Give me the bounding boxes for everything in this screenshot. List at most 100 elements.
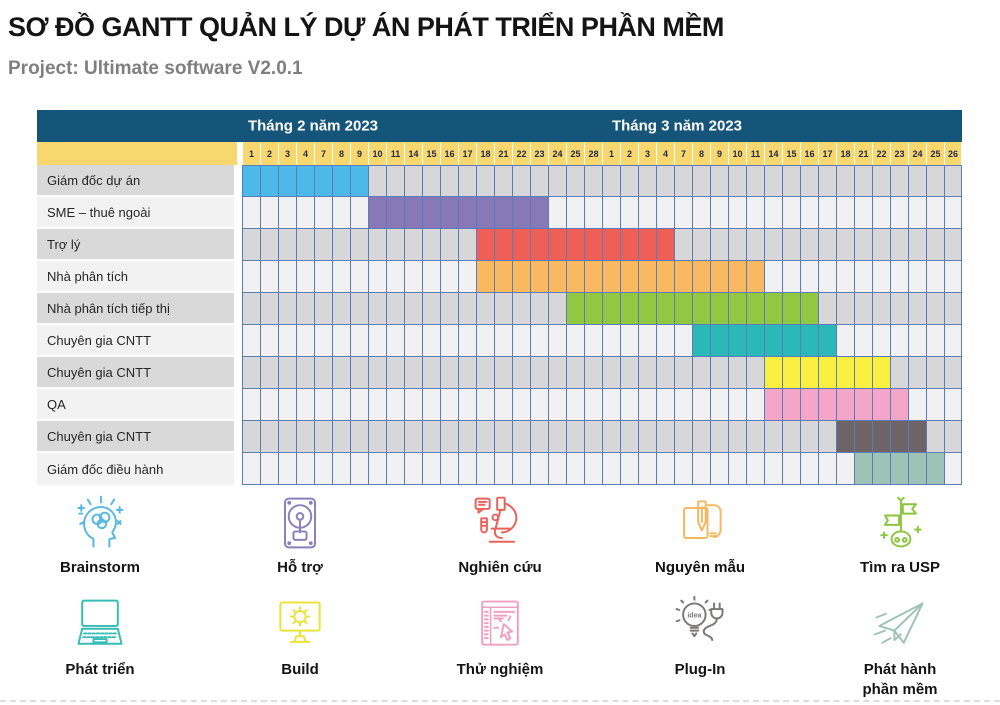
date-cell: 23 [890,142,908,165]
plugin-icon: idea [669,594,731,656]
date-cell: 2 [620,142,638,165]
date-cell: 4 [296,142,314,165]
task-bar [836,421,926,452]
legend-item-harddrive: Hỗ trợ [200,492,400,578]
date-cell: 4 [656,142,674,165]
date-cell: 26 [944,142,962,165]
date-cell: 14 [764,142,782,165]
task-label: Chuyên gia CNTT [37,421,234,453]
build-icon [269,594,331,656]
task-bar [854,453,944,484]
microscope-icon [469,492,531,554]
legend-row-1: Brainstorm Hỗ trợ Nghiên cứu Nguyên mẫu … [0,492,1000,578]
legend-item-label: Brainstorm [59,559,141,576]
task-timeline [242,197,962,229]
launch-icon [869,594,931,656]
label-grid-gap [234,229,242,261]
brainstorm-icon [69,492,131,554]
month-label-feb: Tháng 2 năm 2023 [247,117,379,135]
date-cell: 25 [566,142,584,165]
task-label: Chuyên gia CNTT [37,357,234,389]
date-cell: 17 [818,142,836,165]
date-row-spacer [37,142,237,165]
task-timeline [242,293,962,325]
legend-item-launch: Phát hành phần mềm [800,594,1000,699]
date-cell: 10 [368,142,386,165]
legend-item-develop: Phát triển [0,594,200,699]
task-label: Nhà phân tích [37,261,234,293]
gantt-row: Chuyên gia CNTT [37,325,962,357]
date-cell: 9 [710,142,728,165]
date-row: 1 2 3 4 7 8 9 10 11 14 15 16 17 18 21 22 23 24 25 28 1 2 3 4 7 8 9… [37,142,962,165]
date-cell: 3 [278,142,296,165]
date-cell: 2 [260,142,278,165]
task-bar [692,325,836,356]
task-bar [566,293,818,324]
date-cell: 25 [926,142,944,165]
gantt-row: SME – thuê ngoài [37,197,962,229]
legend-item-label: Plug-In [674,661,726,678]
bottom-divider [0,700,1000,702]
legend-row-2: Phát triển Build Thử nghiệm idea Plug-In… [0,594,1000,699]
date-cell: 8 [332,142,350,165]
gantt-rows: Giám đốc dự án SME – thuê ngoài Trợ lý Nhà … [37,165,962,485]
test-icon [469,594,531,656]
date-cell: 8 [692,142,710,165]
task-bar [368,197,548,228]
date-cell: 18 [476,142,494,165]
month-header: Tháng 2 năm 2023 Tháng 3 năm 2023 [37,110,962,142]
task-timeline [242,229,962,261]
date-cell: 15 [782,142,800,165]
date-cell: 14 [404,142,422,165]
gantt-row: Chuyên gia CNTT [37,357,962,389]
date-cell: 10 [728,142,746,165]
legend-item-label: Thử nghiệm [456,661,544,678]
gantt-row: Chuyên gia CNTT [37,421,962,453]
legend-item-label: Build [281,661,319,678]
date-cell: 22 [872,142,890,165]
task-label: Giám đốc dự án [37,165,234,197]
date-cell: 1 [242,142,260,165]
date-cells: 1 2 3 4 7 8 9 10 11 14 15 16 17 18 21 22 23 24 25 28 1 2 3 4 7 8 9… [242,142,962,165]
date-cell: 24 [908,142,926,165]
date-cell: 18 [836,142,854,165]
task-timeline [242,421,962,453]
label-grid-gap [234,453,242,485]
gantt-row: Nhà phân tích tiếp thị [37,293,962,325]
date-cell: 1 [602,142,620,165]
date-cell: 16 [440,142,458,165]
legend-item-usp: Tìm ra USP [800,492,1000,578]
label-grid-gap [234,357,242,389]
legend-item-brainstorm: Brainstorm [0,492,200,578]
label-grid-gap [234,293,242,325]
date-cell: 22 [512,142,530,165]
task-timeline [242,261,962,293]
date-cell: 7 [674,142,692,165]
develop-icon [69,594,131,656]
task-label: QA [37,389,234,421]
legend-item-test: Thử nghiệm [400,594,600,699]
task-label: SME – thuê ngoài [37,197,234,229]
task-label: Giám đốc điều hành [37,453,234,485]
task-timeline [242,389,962,421]
date-cell: 3 [638,142,656,165]
task-label: Nhà phân tích tiếp thị [37,293,234,325]
gantt-row: Giám đốc điều hành [37,453,962,485]
month-label-mar: Tháng 3 năm 2023 [611,117,743,135]
legend-item-microscope: Nghiên cứu [400,492,600,578]
date-cell: 15 [422,142,440,165]
grid-lines [242,197,961,228]
label-grid-gap [234,389,242,421]
date-cell: 24 [548,142,566,165]
legend-item-plugin: idea Plug-In [600,594,800,699]
gantt-row: Trợ lý [37,229,962,261]
date-cell: 21 [494,142,512,165]
page-title: SƠ ĐỒ GANTT QUẢN LÝ DỰ ÁN PHÁT TRIỂN PHẦ… [8,12,724,42]
date-cell: 17 [458,142,476,165]
label-grid-gap [234,261,242,293]
legend-item-label: Phát triển [65,661,135,678]
gantt-row: Nhà phân tích [37,261,962,293]
svg-text:idea: idea [687,613,701,620]
